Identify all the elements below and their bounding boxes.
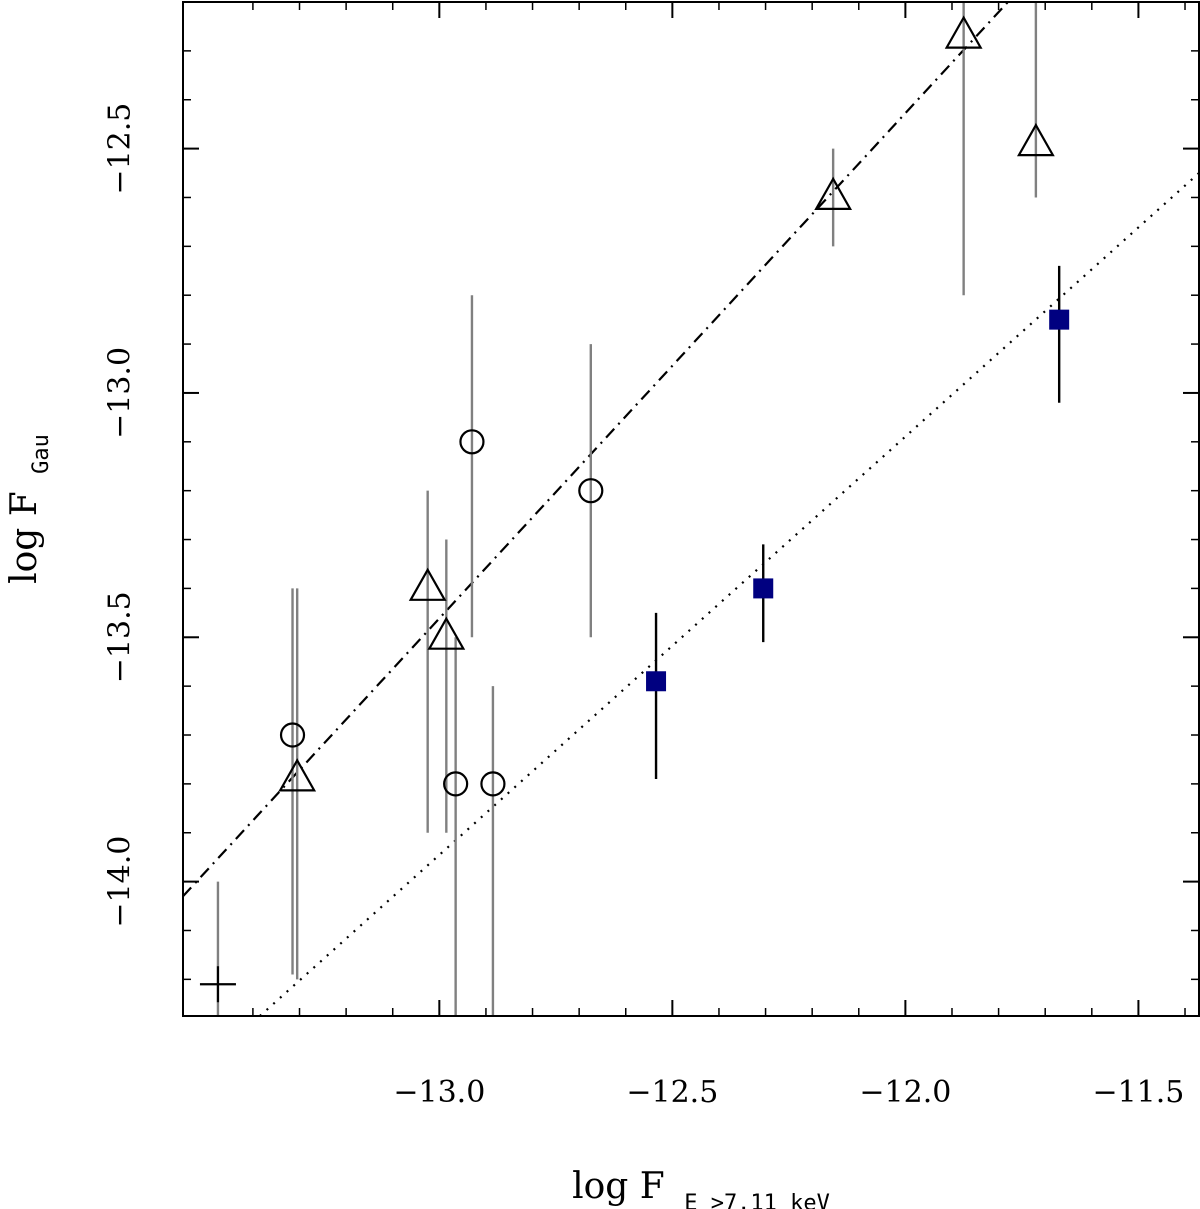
data-markers <box>199 15 1070 1003</box>
y-tick-label: −13.5 <box>103 591 138 683</box>
error-bars <box>216 2 1061 1016</box>
x-tick-label: −12.5 <box>626 1075 718 1110</box>
y-tick-label: −12.5 <box>103 103 138 195</box>
x-axis-label-main: log F <box>572 1166 665 1207</box>
y-axis-label-subscript: Gau <box>29 434 54 474</box>
circle-marker <box>279 722 306 748</box>
x-axis-label-subscript: E >7.11 keV <box>684 1191 830 1209</box>
dotted-fit-line <box>259 172 1200 1017</box>
triangle-marker <box>278 758 317 792</box>
plot-frame <box>182 1 1200 1017</box>
y-tick-label: −14.0 <box>103 836 138 928</box>
circle-marker <box>459 429 485 455</box>
triangle-marker <box>944 15 983 49</box>
x-tick-label: −11.5 <box>1092 1075 1184 1110</box>
y-tick-label: −13.0 <box>103 347 138 439</box>
square-marker <box>753 578 774 599</box>
circle-marker <box>443 771 469 797</box>
circle-marker <box>578 478 604 504</box>
x-axis-label: log F E >7.11 keV <box>572 1166 830 1209</box>
x-tick-label: −13.0 <box>393 1075 485 1110</box>
triangle-marker <box>427 616 466 650</box>
triangle-marker <box>814 176 853 210</box>
y-axis-label: log F Gau <box>4 434 54 584</box>
dashdot-fit-line <box>182 1 1009 898</box>
triangle-marker <box>408 567 447 601</box>
square-marker <box>646 671 667 692</box>
triangle-marker <box>1016 122 1055 157</box>
y-axis-label-main: log F <box>4 491 45 584</box>
circle-marker <box>480 771 506 797</box>
fit-lines <box>182 1 1200 1017</box>
axis-ticks: −13.0 −12.5 −12.0 −11.5 −14.0 −13.5 −13.0 −12.5 <box>103 1 1199 1110</box>
x-tick-label: −12.0 <box>859 1075 951 1110</box>
square-marker <box>1049 309 1070 330</box>
